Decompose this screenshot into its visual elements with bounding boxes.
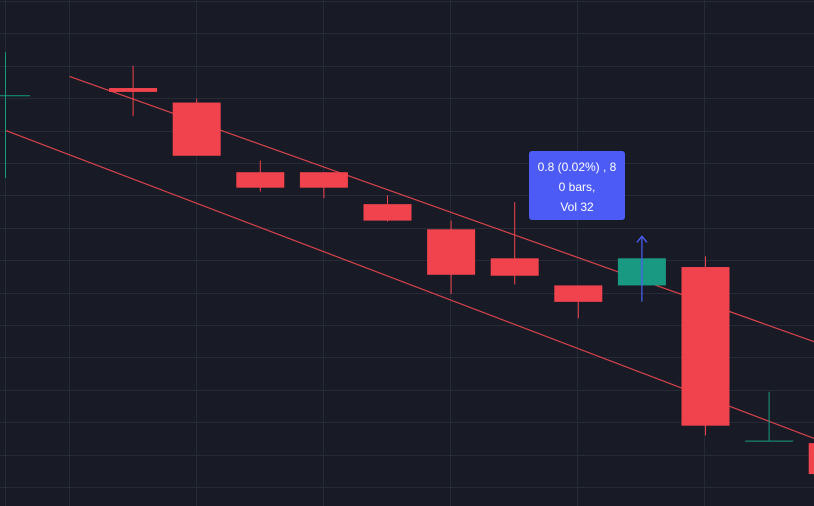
candle-body [299,172,348,188]
candle-body [554,285,603,302]
candle[interactable] [681,256,730,436]
candle-body [808,443,814,475]
measure-arrow-icon [636,235,648,243]
measure-line-1: 0.8 (0.02%) , 8 [537,160,617,174]
candle[interactable] [109,65,158,117]
candle[interactable] [363,195,412,222]
candle-body [490,258,539,276]
measure-line-2: 0 bars, [558,180,596,194]
measure-tool[interactable] [636,235,648,302]
measure-tooltip: 0.8 (0.02%) , 8 0 bars, Vol 32 [529,151,625,220]
candle-body [363,204,412,221]
candle[interactable] [299,172,348,199]
candle-body [236,172,285,188]
candle-body [109,88,158,92]
candle-body [681,267,730,426]
candle[interactable] [172,98,221,156]
candle[interactable] [236,160,285,192]
candle[interactable] [808,438,814,475]
candle[interactable] [745,391,794,442]
candles[interactable] [0,52,814,475]
candle[interactable] [0,52,30,179]
candle-body [427,229,476,275]
candle-body [172,102,221,156]
candle[interactable] [427,220,476,295]
measure-line-3: Vol 32 [560,200,594,214]
candle[interactable] [554,285,603,319]
candle[interactable] [490,202,539,285]
